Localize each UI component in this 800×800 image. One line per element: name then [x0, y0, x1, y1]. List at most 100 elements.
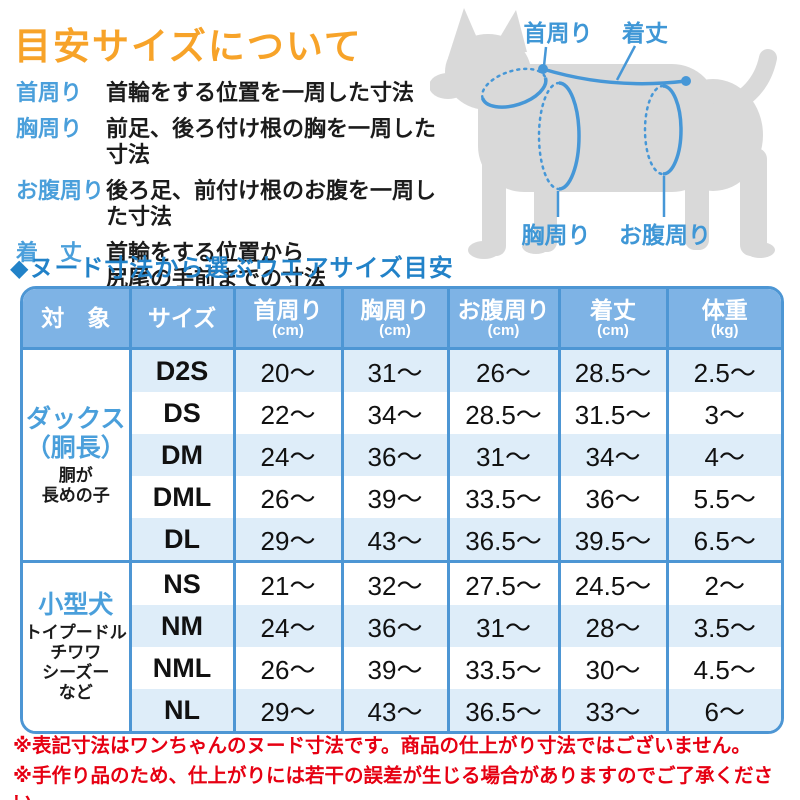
size-table-container: 対 象 サイズ 首周り (cm) 胸周り (cm) お腹周り (cm) 着丈 (cm) …: [20, 286, 784, 734]
table-row: DL 29～ 43～ 36.5～ 39.5～ 6.5～: [23, 518, 781, 562]
belly-ellipse: [643, 84, 683, 176]
legend-term-chest: 胸周り: [16, 116, 83, 141]
chest-cell: 39～: [340, 476, 448, 518]
neck-cell: 26～: [232, 647, 342, 689]
length-line-dots: [538, 64, 691, 86]
size-cell: DS: [128, 392, 234, 434]
size-cell: DML: [128, 476, 234, 518]
legend-row-length: 着 丈 首輪をする位置から 尻尾の手前までの寸法: [16, 240, 436, 292]
dog-measurement-diagram: 首周り 着丈 胸周り お腹周り: [430, 8, 777, 259]
belly-cell: 33.5～: [446, 476, 559, 518]
legend-term-belly: お腹周り: [16, 178, 105, 203]
legend-row-chest: 胸周り 前足、後ろ付け根の胸を一周した寸法: [16, 116, 436, 168]
legend-row-neck: 首周り 首輪をする位置を一周した寸法: [16, 80, 436, 106]
neck-cell: 29～: [232, 518, 342, 562]
header-length: 着丈 (cm): [557, 289, 667, 350]
diagram-label-neck: 首周り: [524, 20, 593, 46]
page-title: 目安サイズについて: [14, 26, 363, 67]
length-cell: 30～: [557, 647, 667, 689]
diagram-label-belly: お腹周り: [619, 222, 711, 248]
chest-cell: 36～: [340, 434, 448, 476]
legend-term-neck: 首周り: [16, 80, 83, 105]
table-row: ダックス （胴長） 胴が 長めの子 D2S 20～ 31～ 26～ 28.5～ 2.…: [23, 348, 781, 562]
table-row: NL 29～ 43～ 36.5～ 33～ 6～: [23, 689, 781, 731]
legend-desc-chest: 前足、後ろ付け根の胸を一周した寸法: [106, 116, 437, 167]
footnotes: ※表記寸法はワンちゃんのヌード寸法です。商品の仕上がり寸法ではございません。 ※…: [13, 733, 800, 800]
table-row: DS 22～ 34～ 28.5～ 31.5～ 3～: [23, 392, 781, 434]
dog-silhouette-icon: [430, 8, 777, 259]
size-cell: DM: [128, 434, 234, 476]
diagram-label-chest: 胸周り: [522, 222, 591, 248]
weight-cell: 6～: [665, 689, 781, 731]
belly-cell: 36.5～: [446, 689, 559, 731]
length-cell: 24.5～: [557, 560, 667, 605]
neck-cell: 21～: [232, 560, 342, 605]
group-cell-dachs: ダックス （胴長） 胴が 長めの子: [23, 348, 130, 562]
table-row: NML 26～ 39～ 33.5～ 30～ 4.5～: [23, 647, 781, 689]
belly-cell: 27.5～: [446, 560, 559, 605]
size-table: 対 象 サイズ 首周り (cm) 胸周り (cm) お腹周り (cm) 着丈 (cm) …: [23, 289, 781, 731]
chest-cell: 39～: [340, 647, 448, 689]
header-belly: お腹周り (cm): [446, 289, 559, 350]
header-target: 対 象: [23, 289, 130, 350]
chest-cell: 31～: [340, 348, 448, 392]
group-cell-small-dog: 小型犬 トイプードル チワワ シーズー など: [23, 560, 130, 731]
neck-cell: 22～: [232, 392, 342, 434]
neck-cell: 26～: [232, 476, 342, 518]
legend-term-length: 着 丈: [16, 240, 83, 265]
length-cell: 31.5～: [557, 392, 667, 434]
weight-cell: 3.5～: [665, 605, 781, 647]
size-cell: NM: [128, 605, 234, 647]
legend-desc-neck: 首輪をする位置を一周した寸法: [106, 80, 415, 105]
header-size: サイズ: [128, 289, 234, 350]
weight-cell: 5.5～: [665, 476, 781, 518]
measurement-legend: 首周り 首輪をする位置を一周した寸法 胸周り 前足、後ろ付け根の胸を一周した寸法…: [16, 80, 436, 302]
back-length-line: [542, 67, 687, 86]
chest-cell: 34～: [340, 392, 448, 434]
weight-cell: 4.5～: [665, 647, 781, 689]
belly-cell: 33.5～: [446, 647, 559, 689]
length-cell: 34～: [557, 434, 667, 476]
size-cell: DL: [128, 518, 234, 562]
length-cell: 28～: [557, 605, 667, 647]
legend-desc-length: 首輪をする位置から 尻尾の手前までの寸法: [106, 240, 327, 291]
chest-cell: 43～: [340, 689, 448, 731]
neck-cell: 29～: [232, 689, 342, 731]
size-cell: NML: [128, 647, 234, 689]
neck-cell: 24～: [232, 434, 342, 476]
length-cell: 33～: [557, 689, 667, 731]
footnote-nude-size: ※表記寸法はワンちゃんのヌード寸法です。商品の仕上がり寸法ではございません。: [13, 735, 751, 757]
belly-cell: 36.5～: [446, 518, 559, 562]
legend-desc-belly: 後ろ足、前付け根のお腹を一周した寸法: [106, 178, 437, 229]
header-chest: 胸周り (cm): [340, 289, 448, 350]
chest-cell: 36～: [340, 605, 448, 647]
belly-cell: 31～: [446, 434, 559, 476]
footnote-handmade: ※手作り品のため、仕上がりには若干の誤差が生じる場合がありますのでご了承ください…: [13, 765, 773, 800]
weight-cell: 4～: [665, 434, 781, 476]
header-weight: 体重 (kg): [665, 289, 781, 350]
neck-cell: 24～: [232, 605, 342, 647]
table-row: 小型犬 トイプードル チワワ シーズー など NS 21～ 32～ 27.5～ 24.…: [23, 560, 781, 731]
header-row: 対 象 サイズ 首周り (cm) 胸周り (cm) お腹周り (cm) 着丈 (cm) …: [23, 289, 781, 350]
header-neck: 首周り (cm): [232, 289, 342, 350]
section-title: ◆ヌード寸法から選ぶウエアサイズ目安: [10, 255, 454, 282]
chest-cell: 32～: [340, 560, 448, 605]
diagram-label-length: 着丈: [622, 20, 668, 46]
weight-cell: 6.5～: [665, 518, 781, 562]
length-cell: 36～: [557, 476, 667, 518]
legend-row-belly: お腹周り 後ろ足、前付け根のお腹を一周した寸法: [16, 178, 436, 230]
weight-cell: 2～: [665, 560, 781, 605]
size-cell: NL: [128, 689, 234, 731]
belly-cell: 26～: [446, 348, 559, 392]
length-cell: 28.5～: [557, 348, 667, 392]
neck-leader-line: [542, 46, 548, 67]
table-row: DML 26～ 39～ 33.5～ 36～ 5.5～: [23, 476, 781, 518]
length-cell: 39.5～: [557, 518, 667, 562]
belly-cell: 31～: [446, 605, 559, 647]
belly-cell: 28.5～: [446, 392, 559, 434]
size-cell: NS: [128, 560, 234, 605]
length-leader-line: [615, 45, 637, 81]
table-row: DM 24～ 36～ 31～ 34～ 4～: [23, 434, 781, 476]
neck-cell: 20～: [232, 348, 342, 392]
